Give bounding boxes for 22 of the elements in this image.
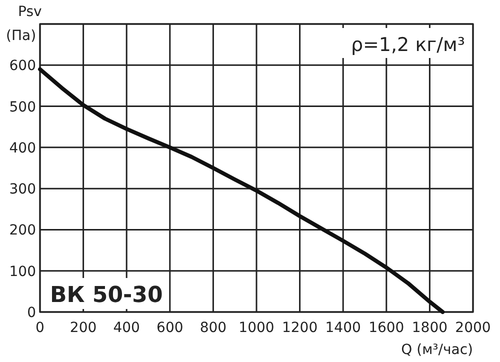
y-tick-label: 400 <box>9 140 36 156</box>
y-tick-label: 500 <box>9 99 36 116</box>
y-axis-title: Psv (Па) <box>6 4 42 44</box>
y-tick-label: 200 <box>9 222 36 239</box>
annotation: ρ=1,2 кг/м³ <box>350 34 465 56</box>
y-tick-label: 0 <box>27 305 36 321</box>
x-tick-label: 1400 <box>325 320 361 336</box>
x-axis-title: Q (м³/час) <box>401 342 473 358</box>
x-tick-label: 400 <box>113 320 140 336</box>
x-tick-label: 2000 <box>455 320 491 336</box>
y-tick-label: 600 <box>9 58 36 74</box>
y-tick-label: 300 <box>9 182 36 198</box>
x-tick-label: 200 <box>70 320 97 336</box>
x-tick-label: 1600 <box>368 320 404 336</box>
x-tick-label: 1200 <box>282 320 318 336</box>
y-tick-label: 100 <box>9 264 36 280</box>
annotation: ВК 50-30 <box>50 283 163 308</box>
x-tick-label: 600 <box>156 320 184 336</box>
x-tick-label: 1000 <box>238 320 274 336</box>
x-tick-label: 1800 <box>412 320 448 336</box>
x-tick-label: 800 <box>200 320 227 336</box>
line-series <box>38 67 445 314</box>
